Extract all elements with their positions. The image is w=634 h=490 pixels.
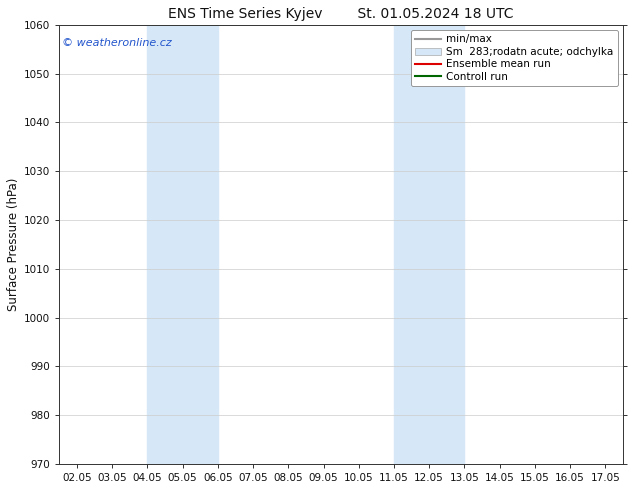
Title: ENS Time Series Kyjev        St. 01.05.2024 18 UTC: ENS Time Series Kyjev St. 01.05.2024 18 … — [169, 7, 514, 21]
Bar — [148, 25, 218, 464]
Legend: min/max, Sm  283;rodatn acute; odchylka, Ensemble mean run, Controll run: min/max, Sm 283;rodatn acute; odchylka, … — [411, 30, 618, 86]
Bar — [394, 25, 464, 464]
Text: © weatheronline.cz: © weatheronline.cz — [62, 38, 172, 48]
Y-axis label: Surface Pressure (hPa): Surface Pressure (hPa) — [7, 178, 20, 311]
